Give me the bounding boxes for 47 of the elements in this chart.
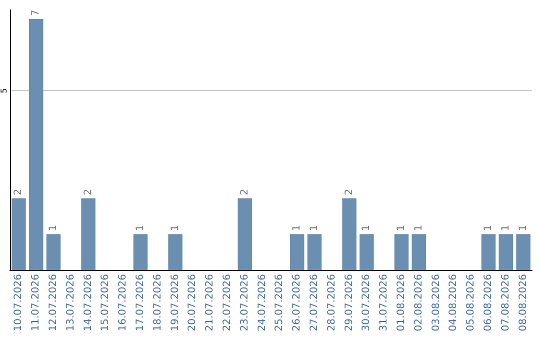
data-label: 2 [82, 188, 94, 196]
data-label: 1 [483, 224, 494, 232]
x-tick-label: 26.07.2026 [292, 274, 303, 332]
x-tick-label: 07.08.2026 [500, 274, 512, 332]
data-label: 1 [309, 224, 320, 232]
x-tick-label: 19.07.2026 [170, 274, 181, 332]
x-tick-label: 30.07.2026 [361, 274, 372, 332]
data-label: 1 [518, 224, 529, 232]
x-tick-label: 03.08.2026 [430, 274, 442, 332]
x-tick-label: 13.07.2026 [65, 274, 76, 332]
data-label: 1 [48, 224, 59, 232]
data-label: 1 [500, 224, 512, 232]
x-tick-label: 28.07.2026 [326, 274, 338, 332]
x-tick-label: 15.07.2026 [100, 274, 112, 332]
data-label: 2 [344, 188, 355, 196]
x-tick-label: 05.08.2026 [466, 274, 477, 332]
data-label: 7 [30, 10, 42, 16]
x-tick-label: 31.07.2026 [378, 274, 390, 332]
x-tick-label: 11.07.2026 [30, 274, 42, 332]
data-label: 2 [13, 188, 24, 196]
x-tick-label: 22.07.2026 [222, 274, 233, 332]
data-label: 1 [292, 224, 303, 232]
x-tick-label: 10.07.2026 [13, 274, 24, 332]
x-tick-label: 12.07.2026 [48, 274, 59, 332]
x-tick-label: 25.07.2026 [274, 274, 286, 332]
x-tick-label: 01.08.2026 [396, 274, 407, 332]
x-tick-label: 29.07.2026 [344, 274, 355, 332]
x-tick-label: 27.07.2026 [309, 274, 320, 332]
data-label: 1 [170, 224, 181, 232]
data-label: 1 [135, 224, 146, 232]
x-tick-label: 04.08.2026 [448, 274, 460, 332]
x-tick-label: 14.07.2026 [82, 274, 94, 332]
x-tick-label: 16.07.2026 [118, 274, 129, 332]
data-label: 2 [239, 188, 250, 196]
data-label: 1 [413, 224, 424, 232]
x-tick-label: 02.08.2026 [413, 274, 424, 332]
x-tick-label: 21.07.2026 [204, 274, 216, 332]
x-tick-label: 20.07.2026 [187, 274, 198, 332]
x-tick-label: 18.07.2026 [152, 274, 164, 332]
y-tick-label: 5 [0, 88, 8, 94]
x-tick-label: 06.08.2026 [483, 274, 494, 332]
data-label: 1 [396, 224, 407, 232]
data-label: 1 [361, 224, 372, 232]
x-tick-label: 23.07.2026 [239, 274, 250, 332]
x-tick-label: 08.08.2026 [518, 274, 529, 332]
x-tick-label: 17.07.2026 [135, 274, 146, 332]
x-tick-label: 24.07.2026 [256, 274, 268, 332]
